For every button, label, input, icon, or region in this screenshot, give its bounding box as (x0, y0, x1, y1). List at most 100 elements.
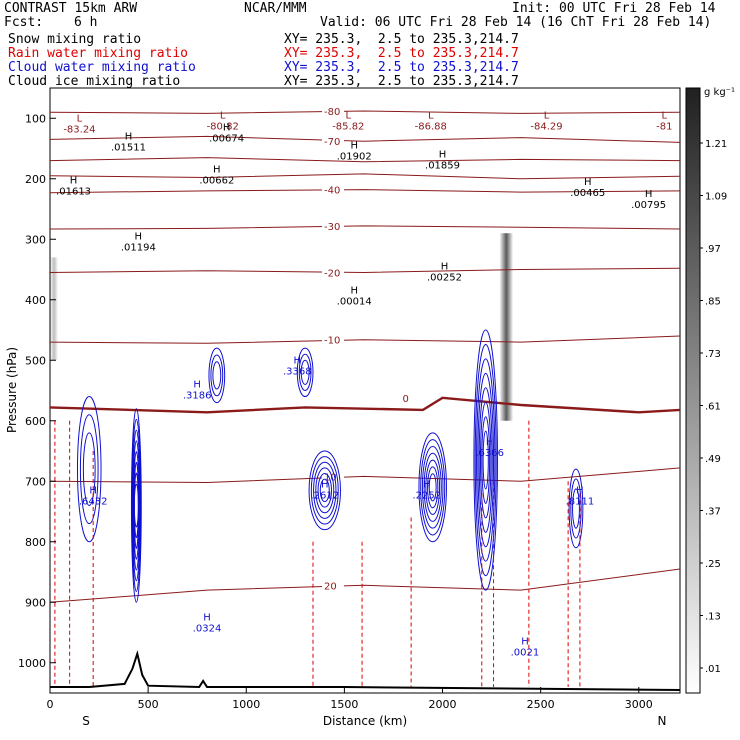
extrema-letter: H (213, 165, 221, 176)
fcst-label: Fcst: (4, 15, 44, 30)
isotherm-label-bg (322, 136, 345, 148)
colorbar-label: .13 (705, 612, 721, 623)
isotherm-label: -30 (324, 222, 340, 233)
cloud-water-contour (481, 416, 491, 504)
y-tick-label: 700 (25, 475, 46, 488)
cloud-water-contour (300, 359, 310, 385)
extrema-letter: H (423, 479, 431, 490)
extrema-letter: H (576, 485, 584, 496)
cloud-water-contour (418, 432, 447, 543)
extrema-letter: H (441, 262, 449, 273)
extrema-value: .00674 (209, 133, 244, 144)
isotherm-label: -80 (324, 107, 340, 118)
y-tick-label: 400 (25, 294, 46, 307)
cloud-water-contour (132, 429, 141, 582)
isotherm-line (49, 335, 681, 344)
isotherm-line (49, 568, 681, 603)
cloud-water-contour (421, 445, 444, 529)
isotherm-label: -20 (324, 269, 340, 280)
cloud-water-contour (310, 456, 339, 525)
extrema-value: .00465 (570, 188, 605, 199)
y-tick-label: 500 (25, 354, 46, 367)
extrema-letter: L (428, 110, 434, 121)
cloud-water-contours (76, 329, 584, 603)
colorbar-label: 1.09 (705, 192, 727, 203)
field-name-snow: Snow mixing ratio (8, 32, 142, 47)
field-xy-cloudwater: XY= 235.3, 2.5 to 235.3,214.7 (284, 60, 519, 75)
isotherm-line (49, 467, 681, 484)
cloud-water-contour (212, 361, 222, 390)
cloud-water-contour (76, 396, 102, 543)
cloud-water-contour (476, 358, 496, 562)
y-tick-label: 200 (25, 173, 46, 186)
colorbar-label: .01 (705, 664, 721, 675)
cloud-water-contour (423, 452, 442, 522)
isotherm-label-bg (322, 334, 345, 346)
isotherm-line (49, 110, 681, 114)
snow-edge (50, 257, 58, 361)
extrema-value: -83.24 (63, 124, 95, 135)
extrema-value: .01511 (111, 142, 146, 153)
y-tick-label: 100 (25, 112, 46, 125)
isotherm-line (49, 157, 681, 163)
cloud-water-contour (482, 430, 489, 490)
extrema-value: .01859 (425, 161, 460, 172)
extrema-value: .01613 (56, 187, 91, 198)
cloud-water-contour (131, 418, 142, 592)
extrema-letter: H (193, 379, 201, 390)
extrema-letter: H (350, 141, 358, 152)
terrain-line (50, 649, 681, 691)
colorbar: g kg⁻¹ 1.21 1.09 .97 .85 .73 .61 .49 .37 .25 .13 .0… (685, 87, 735, 694)
colorbar-label: 1.21 (705, 139, 727, 150)
cloud-water-contour (133, 483, 139, 528)
colorbar-label: .25 (705, 559, 721, 570)
isotherm-line (49, 173, 681, 180)
y-tick-label: 600 (25, 415, 46, 428)
cloud-water-contour (296, 347, 314, 398)
extrema-letter: H (294, 355, 302, 366)
endpoint-left-label: S (82, 714, 90, 728)
temperature-isotherms: -80 -70 -40 -30 -20 -10 0 10 20 (49, 105, 681, 603)
extrema-value: .00252 (427, 273, 462, 284)
org-label: NCAR/MMM (244, 1, 307, 16)
isotherm-label: 10 (324, 472, 337, 483)
extrema-letter: H (439, 150, 447, 161)
extrema-value: -81 (656, 121, 672, 132)
isotherm-label: -40 (324, 186, 340, 197)
extrema-value: .6366 (475, 448, 504, 459)
y-tick-label: 800 (25, 536, 46, 549)
y-tick-label: 900 (25, 596, 46, 609)
y-axis-title: Pressure (hPa) (5, 347, 19, 433)
colorbar-label: .37 (705, 507, 721, 518)
x-tick-label: 2500 (527, 698, 555, 711)
snow-plume (499, 233, 514, 421)
y-axis: 100 200 300 400 500 600 700 800 900 1000 (18, 112, 56, 670)
extrema-value: .00795 (631, 200, 666, 211)
extrema-letter: H (125, 131, 133, 142)
x-axis: 0 500 1000 1500 2000 2500 3000 (47, 687, 653, 711)
cloud-water-contour (420, 439, 446, 536)
extrema-letter: H (70, 176, 78, 187)
cloud-water-contour (568, 468, 584, 549)
extrema-letter: H (350, 286, 358, 297)
x-tick-label: 0 (47, 698, 54, 711)
field-name-cloudice: Cloud ice mixing ratio (8, 74, 181, 89)
rain-water-contours (54, 420, 581, 687)
endpoint-right-label: N (658, 714, 667, 728)
isotherm-line (49, 135, 681, 143)
snow-shading (50, 233, 514, 421)
extrema-value: -86.88 (415, 121, 447, 132)
isotherm-label-bg (400, 392, 423, 404)
extrema-value: -85.82 (332, 121, 364, 132)
cloud-water-contour (133, 472, 139, 539)
colorbar-label: .49 (705, 454, 721, 465)
isotherm-label-bg (322, 267, 345, 279)
cloud-water-contour (130, 408, 142, 603)
cloud-water-contour (478, 387, 493, 533)
cloud-water-contour (427, 466, 439, 509)
extrema-letter: H (135, 231, 143, 242)
field-xy-cloudice: XY= 235.3, 2.5 to 235.3,214.7 (284, 74, 519, 89)
isotherm-label-bg (322, 471, 345, 483)
extrema-value: .2612 (310, 490, 339, 501)
